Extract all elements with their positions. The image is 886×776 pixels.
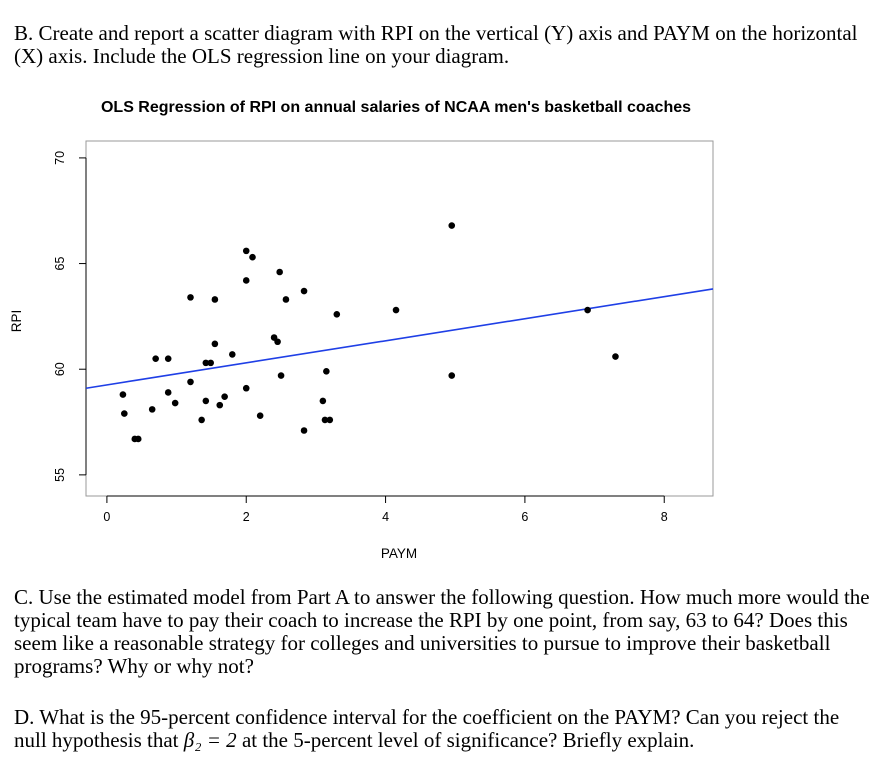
question-c-text: C. Use the estimated model from Part A t…	[14, 585, 870, 678]
data-point	[119, 391, 127, 398]
data-point	[612, 353, 619, 360]
data-point	[282, 296, 290, 303]
y-tick-label: 55	[53, 468, 67, 482]
data-point	[152, 355, 159, 362]
data-point	[323, 368, 330, 375]
x-tick-label: 2	[243, 510, 250, 524]
data-point	[321, 416, 329, 424]
beta-2-equals-2-math: β₂ = 2	[183, 728, 237, 752]
x-axis: 0 2 4 6 8	[103, 495, 668, 524]
data-point	[207, 359, 215, 367]
data-points	[119, 222, 619, 443]
data-point	[392, 306, 400, 314]
data-point	[300, 427, 308, 434]
chart-title: OLS Regression of RPI on annual salaries…	[101, 99, 691, 116]
plot-frame	[85, 140, 714, 497]
data-point	[221, 393, 228, 400]
x-tick-label: 6	[521, 510, 528, 524]
data-point	[242, 384, 250, 392]
data-point	[198, 416, 205, 424]
data-point	[242, 277, 250, 284]
data-point	[276, 268, 283, 276]
data-point	[164, 389, 172, 396]
x-tick-label: 0	[103, 510, 110, 524]
y-tick-label: 60	[53, 362, 67, 376]
regression-line	[85, 288, 714, 390]
data-point	[171, 399, 179, 407]
data-point	[277, 372, 285, 379]
question-d-text: D. What is the 95-percent confidence int…	[14, 706, 876, 752]
data-point	[274, 338, 281, 346]
scatter-plot: OLS Regression of RPI on annual salaries…	[9, 99, 714, 561]
data-point	[333, 310, 341, 318]
data-point	[187, 378, 194, 386]
data-point	[211, 296, 219, 303]
data-point	[202, 397, 210, 405]
y-axis: 55 60 65 70	[53, 151, 87, 482]
data-point	[448, 372, 456, 379]
x-tick-label: 8	[661, 510, 668, 524]
x-tick-label: 4	[382, 510, 389, 524]
data-point	[164, 355, 172, 362]
data-point	[584, 306, 591, 314]
data-point	[448, 222, 456, 229]
data-point	[202, 359, 210, 367]
data-point	[121, 410, 128, 417]
data-point	[256, 412, 264, 420]
y-tick-label: 70	[53, 151, 67, 165]
data-point	[249, 253, 256, 261]
data-point	[242, 247, 250, 255]
data-point	[216, 401, 224, 409]
data-point	[229, 351, 236, 358]
question-b-text: B. Create and report a scatter diagram w…	[14, 21, 858, 68]
data-point	[148, 406, 156, 413]
x-axis-label: PAYM	[381, 546, 417, 561]
data-point	[134, 435, 142, 443]
data-point	[326, 416, 334, 424]
data-point	[211, 340, 219, 348]
y-axis-label: RPI	[9, 310, 24, 333]
data-point	[300, 287, 308, 295]
data-point	[187, 294, 194, 301]
question-d-part1: D. What is the 95-percent confidence int…	[14, 705, 840, 752]
question-d-part2: at the 5-percent level of significance? …	[236, 728, 695, 752]
data-point	[319, 397, 327, 405]
y-tick-label: 65	[53, 257, 67, 271]
